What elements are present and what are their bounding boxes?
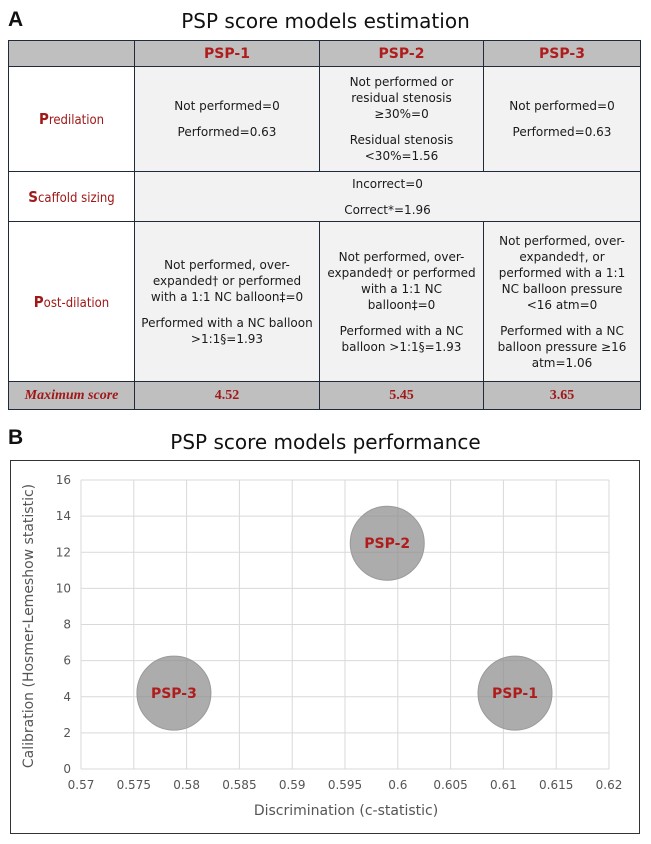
cell-predilation-psp2: Not performed or residual stenosis ≥30%=… xyxy=(319,66,484,172)
table-header-row: PSP-1 PSP-2 PSP-3 xyxy=(8,40,641,67)
x-tick-label: 0.6 xyxy=(388,778,407,792)
header-psp-3: PSP-3 xyxy=(483,40,641,67)
y-tick-label: 4 xyxy=(63,690,71,704)
row-post-dilation: Post-dilation Not performed, over-expand… xyxy=(8,221,641,382)
y-axis-label: Calibration (Hosmer-Lemeshow statistic) xyxy=(21,484,37,768)
cell-post-dilation-psp1: Not performed, over-expanded† or perform… xyxy=(134,221,320,382)
x-tick-label: 0.62 xyxy=(596,778,623,792)
cell-post-dilation-psp3: Not performed, over-expanded†, or perfor… xyxy=(483,221,641,382)
y-tick-label: 8 xyxy=(63,618,71,632)
x-tick-label: 0.57 xyxy=(68,778,95,792)
bubble-psp-2 xyxy=(349,505,425,581)
y-tick-label: 0 xyxy=(63,762,71,776)
x-tick-label: 0.605 xyxy=(433,778,467,792)
row-label-predilation: Predilation xyxy=(8,66,135,172)
y-tick-label: 14 xyxy=(56,509,71,523)
x-tick-label: 0.58 xyxy=(173,778,200,792)
row-maximum-score: Maximum score 4.52 5.45 3.65 xyxy=(8,381,641,410)
y-tick-label: 2 xyxy=(63,726,71,740)
max-score-psp1: 4.52 xyxy=(134,381,320,410)
y-tick-label: 6 xyxy=(63,654,71,668)
y-tick-label: 10 xyxy=(56,581,71,595)
row-label-scaffold-sizing: Scaffold sizing xyxy=(8,171,135,222)
cell-predilation-psp1: Not performed=0 Performed=0.63 xyxy=(134,66,320,172)
row-scaffold-sizing: Scaffold sizing Incorrect=0 Correct*=1.96 xyxy=(8,171,641,222)
max-score-psp3: 3.65 xyxy=(483,381,641,410)
max-score-psp2: 5.45 xyxy=(319,381,484,410)
row-label-post-dilation: Post-dilation xyxy=(8,221,135,382)
bubble-label-psp-1: PSP-1 xyxy=(492,686,538,702)
x-axis-ticks: 0.57 0.575 0.58 0.585 0.59 0.595 0.6 0.605 0.61 0… xyxy=(68,778,623,792)
y-tick-label: 16 xyxy=(56,473,71,487)
header-psp-2: PSP-2 xyxy=(319,40,484,67)
x-tick-label: 0.615 xyxy=(539,778,573,792)
panel-b-letter: B xyxy=(8,426,24,449)
panel-b-title: PSP score models performance xyxy=(170,430,481,454)
x-tick-label: 0.595 xyxy=(328,778,362,792)
x-tick-label: 0.575 xyxy=(117,778,151,792)
performance-chart-frame: 0.57 0.575 0.58 0.585 0.59 0.595 0.6 0.605 0.61 0… xyxy=(10,460,640,834)
x-tick-label: 0.59 xyxy=(279,778,306,792)
x-tick-label: 0.61 xyxy=(490,778,517,792)
panel-a-title: PSP score models estimation xyxy=(181,9,470,33)
header-empty-cell xyxy=(8,40,135,67)
psp-estimation-table: PSP-1 PSP-2 PSP-3 Predilation Not perfor… xyxy=(8,40,641,410)
bubble-label-psp-2: PSP-2 xyxy=(364,536,410,552)
performance-bubble-chart: 0.57 0.575 0.58 0.585 0.59 0.595 0.6 0.605 0.61 0… xyxy=(21,473,623,819)
bubble-label-psp-3: PSP-3 xyxy=(151,686,197,702)
chart-bubbles: PSP-2 PSP-3 PSP-1 xyxy=(136,505,553,731)
row-predilation: Predilation Not performed=0 Performed=0.6… xyxy=(8,66,641,172)
x-tick-label: 0.585 xyxy=(222,778,256,792)
x-axis-label: Discrimination (c-statistic) xyxy=(254,803,438,819)
bubble-psp-3 xyxy=(136,655,212,731)
cell-post-dilation-psp2: Not performed, over-expanded† or perform… xyxy=(319,221,484,382)
y-axis-ticks: 0 2 4 6 8 10 12 14 16 xyxy=(56,473,71,776)
panel-a-letter: A xyxy=(8,8,24,31)
cell-scaffold-sizing-merged: Incorrect=0 Correct*=1.96 xyxy=(134,171,641,222)
header-psp-1: PSP-1 xyxy=(134,40,320,67)
cell-predilation-psp3: Not performed=0 Performed=0.63 xyxy=(483,66,641,172)
bubble-psp-1 xyxy=(477,655,553,731)
y-tick-label: 12 xyxy=(56,545,71,559)
max-score-label: Maximum score xyxy=(8,381,135,410)
